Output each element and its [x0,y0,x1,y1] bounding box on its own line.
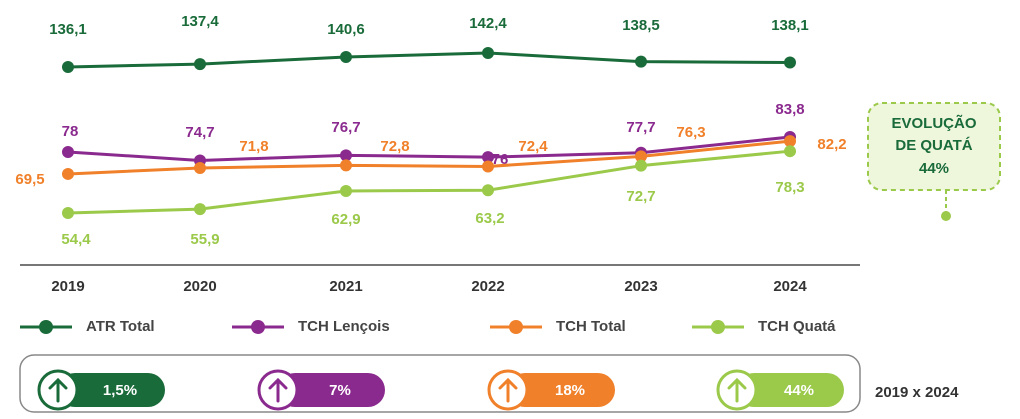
callout-text: EVOLUÇÃO [891,114,976,132]
point [340,50,352,63]
value-label: 83,8 [775,101,804,118]
value-label: 72,8 [380,138,409,155]
value-label: 76 [492,151,509,168]
value-label: 72,4 [518,138,548,155]
legend-label: ATR Total [86,318,155,335]
summary-box [19,354,861,413]
value-label: 76,3 [676,124,705,141]
legend-dot [39,320,53,334]
callout-box [867,102,1001,191]
callout-text: DE QUATÁ [895,137,972,154]
point [784,145,796,158]
value-label: 78,3 [775,179,804,196]
point [635,55,647,68]
period-label: 2019 x 2024 [875,384,959,401]
badge-label: 7% [329,382,351,399]
point [194,58,206,71]
badge-pill [58,373,165,407]
point [194,161,206,174]
point [482,184,494,197]
value-label: 71,8 [239,138,268,155]
x-tick-label: 2021 [329,278,362,295]
x-tick-label: 2020 [183,278,216,295]
value-label: 63,2 [475,210,504,227]
value-label: 136,1 [49,21,87,38]
value-label: 138,5 [622,17,660,34]
value-label: 72,7 [626,188,655,205]
value-label: 140,6 [327,21,365,38]
series-line [67,139,791,176]
series-line [67,149,791,215]
badge-pill [508,373,615,407]
series-line [67,51,791,69]
legend-dot [509,320,523,334]
badge-arrow [268,377,288,403]
legend-dot [251,320,265,334]
value-label: 62,9 [331,211,360,228]
legend-label: TCH Total [556,318,626,335]
x-tick-label: 2024 [773,278,807,295]
value-label: 69,5 [15,171,44,188]
point [62,167,74,180]
badge-label: 18% [555,382,585,399]
badge-pill [278,373,385,407]
point [784,56,796,69]
value-label: 76,7 [331,119,360,136]
point [482,151,494,164]
legend-label: TCH Lençois [298,318,390,335]
legend-label: TCH Quatá [758,318,836,335]
x-tick-label: 2022 [471,278,504,295]
value-label: 77,7 [626,119,655,136]
series-line [67,135,791,163]
badge-arrow [48,377,68,403]
point [482,160,494,173]
x-tick-label: 2023 [624,278,657,295]
badge-label: 44% [784,382,814,399]
point [340,159,352,172]
point [62,145,74,158]
badge-pill [737,373,844,407]
legend-dot [711,320,725,334]
value-label: 54,4 [61,231,91,248]
point [340,149,352,162]
point [340,185,352,198]
point [635,159,647,172]
point [784,135,796,148]
callout-dot [941,211,951,221]
value-label: 78 [62,123,79,140]
value-label: 74,7 [185,124,214,141]
point [62,60,74,73]
value-label: 137,4 [181,13,219,30]
value-label: 142,4 [469,15,507,32]
point [482,46,494,59]
value-label: 82,2 [817,136,846,153]
callout-text: 44% [919,160,949,177]
value-label: 138,1 [771,17,809,34]
value-label: 55,9 [190,231,219,248]
point [62,206,74,219]
x-tick-label: 2019 [51,278,84,295]
badge-arrow [727,377,747,403]
point [635,150,647,163]
badge-label: 1,5% [103,382,137,399]
badge-arrow [498,377,518,403]
point [194,203,206,216]
